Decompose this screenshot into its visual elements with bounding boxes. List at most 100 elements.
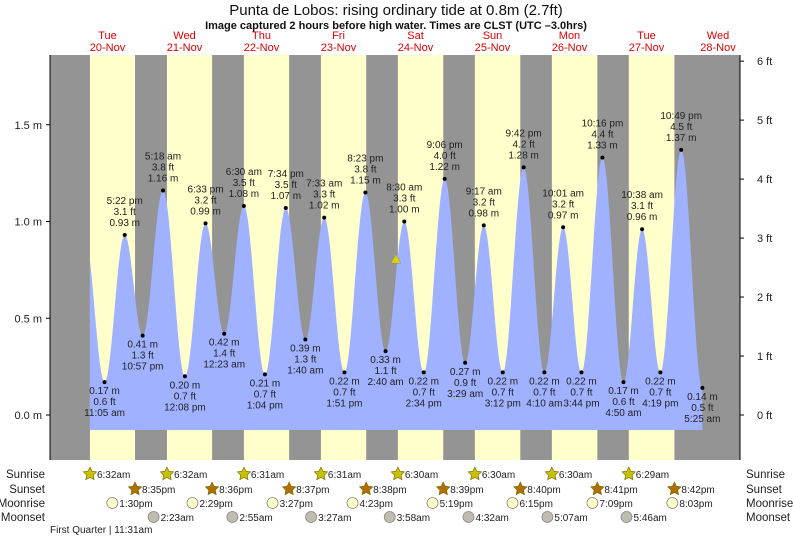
low-tide-m_label: 0.42 m <box>209 338 240 349</box>
high-tide-time: 5:18 am <box>145 152 181 163</box>
high-tide-time: 10:01 am <box>542 188 584 199</box>
high-tide-time: 5:22 pm <box>107 196 143 207</box>
day-date: 23-Nov <box>321 42 357 54</box>
low-tide-ft: 0.7 ft <box>492 387 514 398</box>
low-tide-time: 3:44 pm <box>563 398 599 409</box>
low-tide-m_label: 0.22 m <box>408 376 439 387</box>
moonset-row-label-right: Moonset <box>746 512 791 524</box>
low-tide-time: 12:23 am <box>203 360 245 371</box>
high-tide-m_label: 0.99 m <box>190 206 221 217</box>
high-tide-ft: 3.2 ft <box>552 199 574 210</box>
low-tide-m_label: 0.39 m <box>290 344 321 355</box>
high-tide-m_label: 1.37 m <box>666 133 697 144</box>
sunrise-row-label-right: Sunrise <box>746 469 785 481</box>
high-tide-m_label: 0.97 m <box>548 210 579 221</box>
high-tide-m_label: 1.08 m <box>229 189 260 200</box>
sunset-icon <box>590 481 605 496</box>
extreme-point <box>222 331 227 336</box>
day-name: Fri <box>332 30 345 42</box>
high-tide-time: 10:38 am <box>621 190 663 201</box>
extreme-point <box>579 370 584 375</box>
moonrise-time: 2:29pm <box>199 499 232 510</box>
moonset-time: 2:23am <box>161 513 194 524</box>
extreme-point <box>421 370 426 375</box>
tide-curve <box>89 150 703 430</box>
moonset-icon <box>541 511 554 523</box>
sunset-icon <box>358 481 374 496</box>
right-tick-label: 1 ft <box>757 351 772 363</box>
extreme-point <box>621 380 626 385</box>
high-tide-m_label: 1.07 m <box>270 191 301 202</box>
low-tide-time: 3:12 pm <box>485 398 521 409</box>
high-tide-ft: 3.3 ft <box>393 194 415 205</box>
day-name: Sat <box>407 30 424 42</box>
high-tide-time: 8:23 pm <box>347 153 383 164</box>
right-tick-label: 3 ft <box>757 233 772 245</box>
extreme-point <box>322 215 327 220</box>
moonset-icon <box>305 511 317 523</box>
sunset-time: 8:39pm <box>450 485 483 496</box>
extreme-point <box>203 221 208 226</box>
low-tide-time: 5:25 am <box>684 414 720 425</box>
day-date: 26-Nov <box>552 42 588 54</box>
low-tide-m_label: 0.22 m <box>645 376 676 387</box>
low-tide-ft: 1.3 ft <box>294 355 316 366</box>
high-tide-time: 9:42 pm <box>506 128 542 139</box>
high-tide-time: 6:33 pm <box>187 184 223 195</box>
low-tide-time: 1:51 pm <box>326 398 362 409</box>
low-tide-time: 2:34 pm <box>406 398 442 409</box>
sunset-icon <box>281 481 297 496</box>
sunrise-time: 6:32am <box>174 470 207 481</box>
extreme-point <box>182 374 187 379</box>
low-tide-ft: 0.9 ft <box>454 378 476 389</box>
left-tick-label: 1.0 m <box>14 217 42 229</box>
high-tide-time: 8:30 am <box>386 183 422 194</box>
moonrise-time: 1:30pm <box>119 499 152 510</box>
low-tide-time: 11:05 am <box>84 408 125 419</box>
sunset-icon <box>513 481 528 496</box>
moonset-icon <box>226 511 239 523</box>
high-tide-ft: 4.5 ft <box>670 122 692 133</box>
moonset-icon <box>147 511 160 523</box>
extreme-point <box>402 219 407 224</box>
day-name: Tue <box>98 30 117 42</box>
day-date: 20-Nov <box>90 42 126 54</box>
low-tide-m_label: 0.22 m <box>329 376 360 387</box>
high-tide-m_label: 0.96 m <box>627 212 658 223</box>
low-tide-time: 2:40 am <box>367 377 403 388</box>
moonset-time: 2:55am <box>239 513 272 524</box>
low-tide-ft: 0.6 ft <box>612 397 634 408</box>
sunrise-time: 6:30am <box>482 470 515 481</box>
low-tide-ft: 0.7 ft <box>533 387 555 398</box>
extreme-point <box>161 188 166 193</box>
extreme-point <box>241 204 246 209</box>
high-tide-time: 9:17 am <box>466 186 502 197</box>
moonrise-time: 5:19pm <box>440 499 473 510</box>
day-name: Thu <box>252 30 271 42</box>
sunrise-icon <box>82 466 98 481</box>
moonrise-icon <box>186 497 199 509</box>
low-tide-time: 1:04 pm <box>247 400 283 411</box>
extreme-point <box>481 223 486 228</box>
sunrise-time: 6:31am <box>251 470 284 481</box>
high-tide-time: 10:16 pm <box>582 119 624 130</box>
high-tide-ft: 4.2 ft <box>512 139 534 150</box>
moonset-icon <box>383 511 396 523</box>
sunset-icon <box>667 481 682 496</box>
high-tide-m_label: 1.33 m <box>587 141 618 152</box>
extreme-point <box>122 233 127 238</box>
sunset-time: 8:41pm <box>604 485 637 496</box>
sunrise-time: 6:31am <box>328 470 361 481</box>
high-tide-m_label: 1.22 m <box>429 162 460 173</box>
moonset-icon <box>620 511 633 523</box>
tide-area <box>89 150 703 430</box>
axes: 0.0 m 0.5 m 1.0 m 1.5 m 0 ft 1 ft 2 ft 3 ft 4 ft… <box>14 30 772 460</box>
low-tide-m_label: 0.17 m <box>608 386 639 397</box>
moonrise-time: 6:15pm <box>520 499 553 510</box>
sunrise-icon <box>544 466 560 481</box>
low-tide-ft: 0.5 ft <box>691 403 713 414</box>
high-tide-ft: 3.8 ft <box>152 163 174 174</box>
high-tide-ft: 4.4 ft <box>591 130 613 141</box>
